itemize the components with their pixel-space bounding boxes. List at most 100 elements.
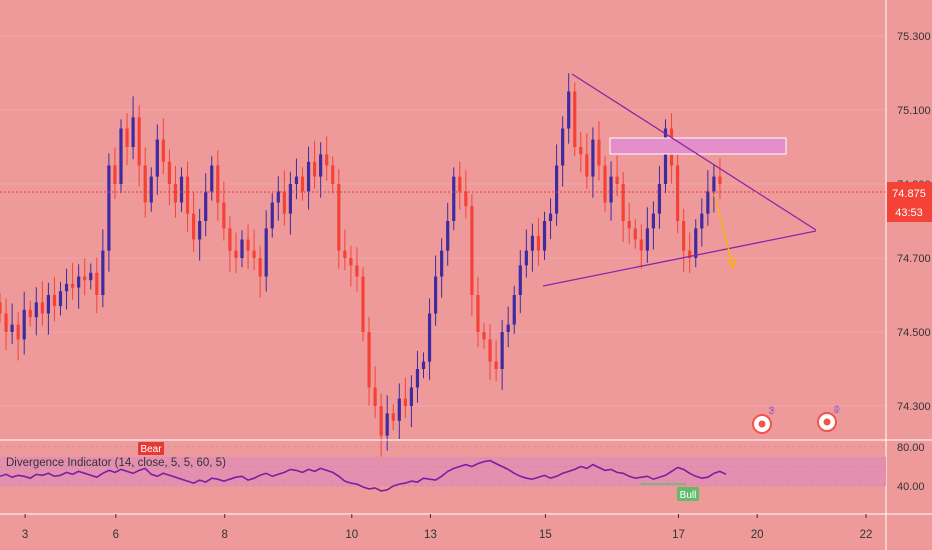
- candle-body: [530, 235, 534, 251]
- candle: [488, 324, 492, 380]
- candle: [682, 208, 686, 272]
- candle-body: [639, 239, 643, 251]
- candle: [458, 161, 462, 210]
- candle-body: [355, 265, 359, 277]
- candle-body: [22, 309, 26, 340]
- candle: [113, 147, 117, 200]
- indicator-tick-label: 40.00: [897, 481, 925, 493]
- candle-body: [385, 413, 389, 436]
- candle-body: [71, 283, 75, 288]
- candle: [651, 201, 655, 250]
- candle-body: [83, 276, 87, 281]
- candle-body: [458, 176, 462, 192]
- candle-body: [512, 295, 516, 325]
- candle: [204, 173, 208, 237]
- candle-body: [676, 165, 680, 221]
- candle: [700, 198, 704, 247]
- candle-body: [107, 165, 111, 251]
- current-price-badge-bg: [887, 182, 932, 222]
- candle: [627, 202, 631, 244]
- candle-body: [143, 165, 147, 203]
- bull-signal-label: Bull: [680, 490, 697, 501]
- candle-body: [64, 283, 69, 292]
- candle-body: [657, 184, 662, 214]
- candle-body: [494, 361, 498, 369]
- candle-body: [706, 191, 710, 214]
- candle-body: [663, 128, 668, 184]
- time-tick-label: 17: [672, 529, 685, 541]
- candle-body: [234, 250, 238, 258]
- candle-body: [52, 295, 57, 307]
- candle: [530, 223, 534, 272]
- event-marker[interactable]: 3: [752, 406, 775, 434]
- candle: [645, 207, 649, 263]
- candle-body: [633, 228, 637, 240]
- candle-body: [16, 324, 20, 340]
- projection-arrow[interactable]: [713, 193, 734, 267]
- indicator-pane[interactable]: Divergence Indicator (14, close, 5, 5, 6…: [0, 442, 886, 501]
- candle-body: [434, 276, 438, 314]
- candle: [270, 193, 274, 238]
- candle-body: [325, 154, 329, 166]
- candle: [101, 229, 105, 308]
- candle-body: [651, 213, 655, 229]
- candle: [10, 303, 14, 345]
- candle-body: [222, 202, 226, 229]
- triangle-lower-trendline[interactable]: [542, 230, 817, 287]
- candle-body: [627, 221, 631, 229]
- triangle-upper-trendline[interactable]: [571, 73, 817, 231]
- candle: [355, 247, 359, 292]
- candle-body: [113, 165, 117, 184]
- candle-body: [548, 213, 553, 221]
- resistance-zone[interactable]: [609, 137, 787, 155]
- candle-body: [421, 361, 426, 369]
- event-marker-count: 9: [834, 405, 840, 416]
- candle-body: [228, 228, 232, 251]
- candle: [476, 276, 480, 348]
- candle-body: [34, 302, 38, 318]
- candle-body: [179, 176, 184, 203]
- indicator-legend[interactable]: Divergence Indicator (14, close, 5, 5, 6…: [6, 457, 226, 469]
- indicator-axis[interactable]: 80.00 40.00: [897, 442, 925, 493]
- candle-body: [89, 272, 93, 281]
- candle-body: [524, 250, 528, 266]
- candle: [246, 224, 250, 269]
- candle-body: [427, 313, 432, 362]
- candle: [192, 192, 196, 252]
- candle-body: [694, 228, 698, 258]
- candle-body: [185, 176, 190, 214]
- event-marker-count: 3: [769, 406, 775, 417]
- candle-body: [125, 128, 129, 147]
- candle: [167, 149, 171, 206]
- candle-body: [270, 202, 274, 229]
- candle: [137, 105, 141, 187]
- candle-body: [119, 128, 123, 184]
- candle: [119, 119, 123, 194]
- candle-body: [282, 191, 286, 214]
- candle-body: [40, 302, 44, 314]
- candle-body: [609, 176, 613, 203]
- event-marker[interactable]: 9: [817, 405, 840, 432]
- candle: [585, 133, 589, 189]
- candle: [58, 282, 63, 316]
- candle: [548, 198, 553, 240]
- candle-body: [500, 332, 504, 369]
- candle-body: [542, 221, 547, 251]
- candle-body: [440, 250, 444, 277]
- candle: [706, 170, 710, 226]
- candle: [46, 282, 50, 335]
- candle: [452, 167, 456, 231]
- candle-body: [343, 250, 347, 258]
- candle: [131, 96, 135, 160]
- candle: [198, 208, 202, 261]
- bear-signal: Bear: [138, 442, 164, 455]
- candle-body: [585, 154, 589, 177]
- drawings[interactable]: [542, 73, 817, 287]
- time-axis[interactable]: 3 6 8 10 13 15 17 20 22: [22, 514, 873, 541]
- candle-body: [397, 398, 401, 421]
- candle: [561, 116, 565, 187]
- candle: [313, 140, 317, 189]
- candle-body: [567, 91, 571, 129]
